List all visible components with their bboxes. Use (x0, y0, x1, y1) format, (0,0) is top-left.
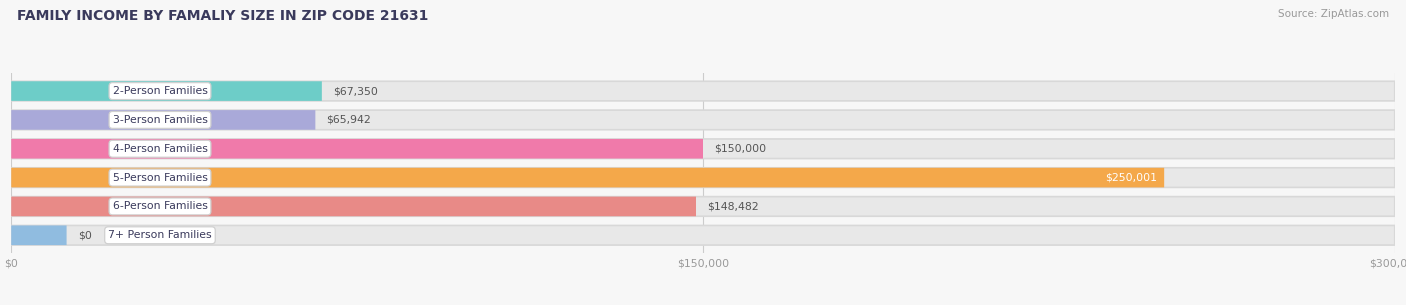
FancyBboxPatch shape (11, 225, 66, 245)
FancyBboxPatch shape (11, 225, 1395, 245)
Text: $148,482: $148,482 (707, 201, 759, 211)
FancyBboxPatch shape (11, 197, 1395, 216)
Text: 2-Person Families: 2-Person Families (112, 86, 208, 96)
FancyBboxPatch shape (11, 168, 1164, 187)
FancyBboxPatch shape (11, 110, 1395, 130)
FancyBboxPatch shape (11, 139, 1395, 159)
Text: 6-Person Families: 6-Person Families (112, 201, 208, 211)
FancyBboxPatch shape (11, 197, 696, 216)
FancyBboxPatch shape (11, 81, 322, 101)
Text: $65,942: $65,942 (326, 115, 371, 125)
FancyBboxPatch shape (11, 81, 1395, 101)
Text: $67,350: $67,350 (333, 86, 378, 96)
Text: $0: $0 (77, 230, 91, 240)
Text: 3-Person Families: 3-Person Families (112, 115, 208, 125)
FancyBboxPatch shape (11, 110, 315, 130)
Text: 4-Person Families: 4-Person Families (112, 144, 208, 154)
Text: FAMILY INCOME BY FAMALIY SIZE IN ZIP CODE 21631: FAMILY INCOME BY FAMALIY SIZE IN ZIP COD… (17, 9, 429, 23)
Text: 5-Person Families: 5-Person Families (112, 173, 208, 183)
Text: 7+ Person Families: 7+ Person Families (108, 230, 212, 240)
FancyBboxPatch shape (11, 168, 1395, 187)
Text: $250,001: $250,001 (1105, 173, 1157, 183)
FancyBboxPatch shape (11, 139, 703, 159)
Text: $150,000: $150,000 (714, 144, 766, 154)
Text: Source: ZipAtlas.com: Source: ZipAtlas.com (1278, 9, 1389, 19)
